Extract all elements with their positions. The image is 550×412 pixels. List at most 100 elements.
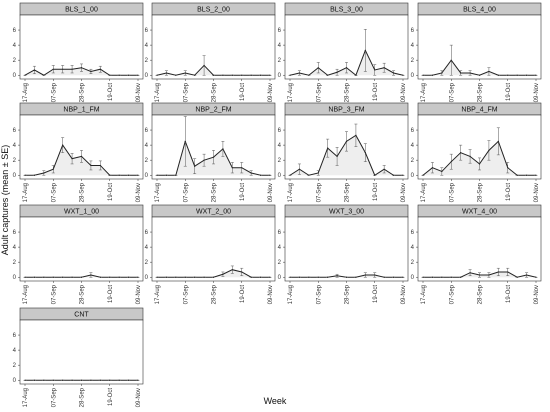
point xyxy=(355,276,357,278)
point xyxy=(127,74,130,76)
point xyxy=(137,74,139,76)
point xyxy=(336,71,338,73)
x-tick-label: 28-Sep xyxy=(212,284,218,304)
y-tick-label: 2 xyxy=(13,158,17,164)
point xyxy=(90,70,92,73)
point xyxy=(469,155,471,158)
x-tick-label: 17-Aug xyxy=(288,183,294,202)
x-tick-label: 28-Sep xyxy=(80,182,86,202)
point xyxy=(450,161,452,163)
point xyxy=(222,74,224,76)
point xyxy=(383,67,385,69)
x-tick-label: 19-Oct xyxy=(506,83,512,101)
y-tick-label: 6 xyxy=(13,230,17,236)
y-tick-label: 4 xyxy=(278,43,282,49)
y-tick-label: 6 xyxy=(13,28,17,34)
point xyxy=(298,276,301,278)
point xyxy=(109,74,111,76)
point xyxy=(127,276,130,278)
point xyxy=(231,167,233,169)
point xyxy=(118,174,120,176)
x-tick-label: 07-Sep xyxy=(316,82,322,102)
x-tick-label: 17-Aug xyxy=(288,83,294,102)
point xyxy=(327,74,329,76)
point xyxy=(194,165,196,167)
x-tick-label: 09-Nov xyxy=(268,285,274,304)
point xyxy=(137,379,139,381)
point xyxy=(52,68,54,70)
y-tick-label: 4 xyxy=(145,245,149,251)
point xyxy=(241,167,243,169)
point xyxy=(269,276,271,278)
point xyxy=(535,74,537,76)
point xyxy=(374,274,376,276)
point xyxy=(450,59,452,61)
x-tick-label: 07-Sep xyxy=(316,182,322,202)
point xyxy=(497,271,499,273)
x-tick-label: 28-Sep xyxy=(345,284,351,304)
y-tick-label: 4 xyxy=(411,245,415,251)
x-tick-label: 17-Aug xyxy=(23,285,29,304)
point xyxy=(203,64,205,67)
x-tick-label: 19-Oct xyxy=(240,285,246,303)
x-tick-label: 07-Sep xyxy=(183,82,189,102)
y-tick-label: 0 xyxy=(13,73,17,79)
x-tick-label: 28-Sep xyxy=(345,182,351,202)
point xyxy=(71,158,73,160)
y-tick-label: 0 xyxy=(278,73,282,79)
panel-frame xyxy=(417,14,542,80)
panel-title: WXT_3_00 xyxy=(329,209,364,216)
point xyxy=(62,379,64,381)
point xyxy=(241,271,243,273)
point xyxy=(450,276,452,278)
x-tick-label: 17-Aug xyxy=(155,183,161,202)
point xyxy=(431,167,434,169)
point xyxy=(165,174,168,176)
x-tick-label: 09-Nov xyxy=(401,183,407,202)
point xyxy=(99,164,101,167)
x-tick-label: 19-Oct xyxy=(108,388,114,406)
area xyxy=(290,135,403,176)
point xyxy=(460,72,462,74)
y-tick-label: 0 xyxy=(411,275,415,281)
point xyxy=(383,276,385,278)
y-tick-label: 4 xyxy=(278,245,282,251)
point xyxy=(374,69,376,71)
point xyxy=(43,74,45,76)
point xyxy=(327,276,329,278)
point xyxy=(156,74,158,76)
point xyxy=(194,74,196,76)
y-tick-label: 4 xyxy=(13,245,17,251)
point xyxy=(212,156,215,158)
point xyxy=(184,140,186,142)
point xyxy=(345,140,348,142)
point xyxy=(469,272,471,274)
point xyxy=(259,174,262,176)
panel-title: BLS_4_00 xyxy=(463,7,496,14)
x-tick-label: 17-Aug xyxy=(23,183,29,202)
point xyxy=(392,72,395,74)
panel-title: WXT_1_00 xyxy=(64,209,99,216)
area xyxy=(157,65,270,76)
x-tick-label: 19-Oct xyxy=(108,285,114,303)
point xyxy=(402,174,404,176)
x-tick-label: 07-Sep xyxy=(51,284,57,304)
point xyxy=(250,276,252,278)
point xyxy=(99,276,101,278)
point xyxy=(24,74,26,76)
y-tick-label: 4 xyxy=(145,43,149,49)
x-tick-label: 07-Sep xyxy=(51,182,57,202)
y-tick-label: 2 xyxy=(278,158,282,164)
point xyxy=(80,276,83,278)
y-tick-label: 2 xyxy=(145,260,149,266)
point xyxy=(402,74,404,76)
point xyxy=(175,174,177,176)
y-tick-label: 4 xyxy=(411,43,415,49)
y-tick-label: 2 xyxy=(145,158,149,164)
x-tick-label: 19-Oct xyxy=(373,285,379,303)
point xyxy=(355,74,357,76)
point xyxy=(33,276,36,278)
point xyxy=(364,152,366,154)
panel-title: NBP_4_FM xyxy=(461,107,497,114)
point xyxy=(33,379,36,381)
